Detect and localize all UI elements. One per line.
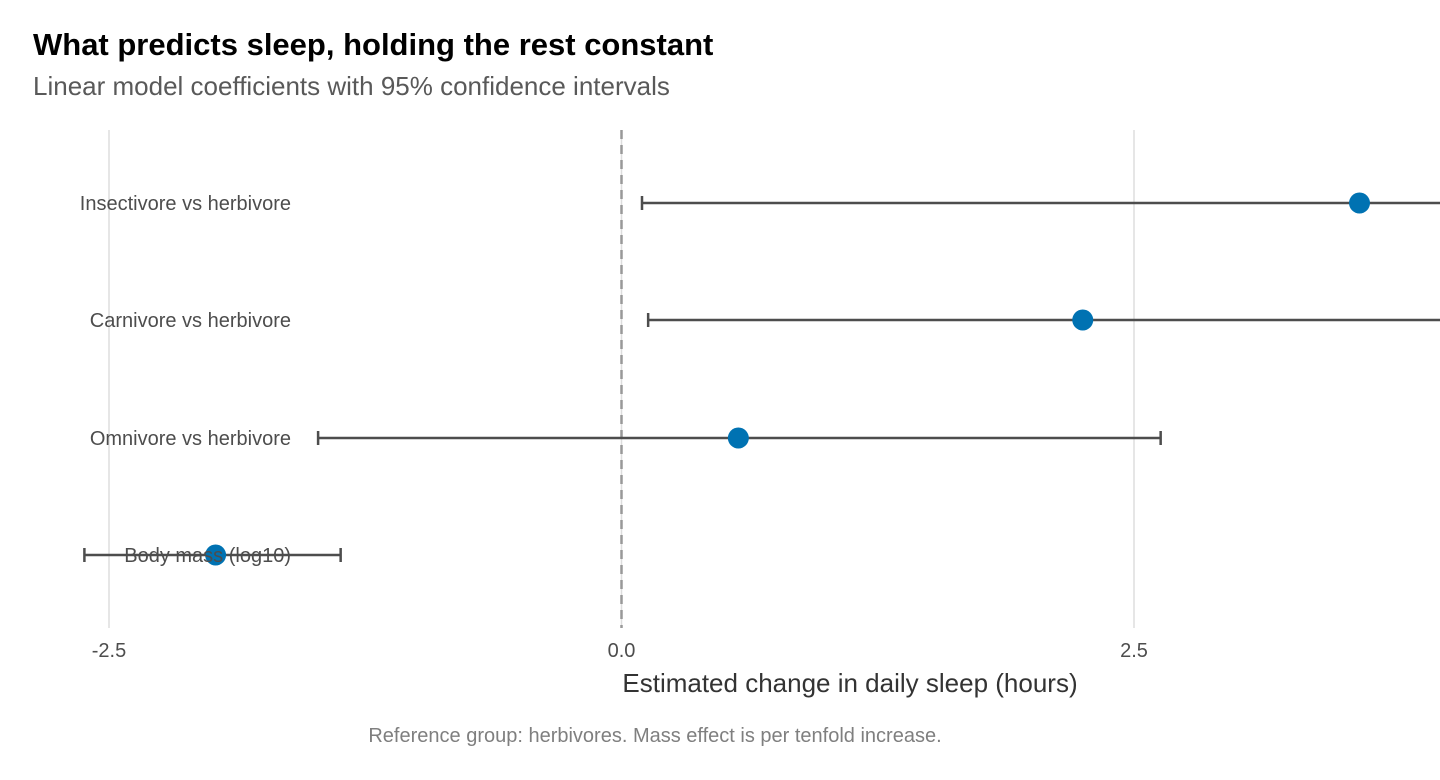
y-category-label: Body mass (log10) [124,545,291,567]
y-category-label: Insectivore vs herbivore [80,193,291,215]
coefficient-row [640,192,1440,214]
coefficient-row [646,309,1440,331]
x-tick-label: 0.0 [608,640,636,662]
chart-subtitle: Linear model coefficients with 95% confi… [33,71,670,101]
chart-caption: Reference group: herbivores. Mass effect… [368,725,941,747]
coefficient-row [83,544,342,566]
x-tick-label: -2.5 [92,640,126,662]
estimate-point [205,544,227,566]
estimate-point [1349,192,1370,214]
coefficient-marks [83,192,1440,566]
estimate-point [727,427,749,449]
gridlines [108,130,1135,628]
x-axis-label: Estimated change in daily sleep (hours) [622,668,1077,698]
chart-title: What predicts sleep, holding the rest co… [33,27,714,62]
estimate-point [1072,309,1094,331]
x-tick-label: 2.5 [1120,640,1148,662]
y-category-label: Carnivore vs herbivore [90,310,291,332]
coefficient-row [316,427,1162,449]
y-axis-labels: Insectivore vs herbivore Carnivore vs her… [80,193,291,567]
y-category-label: Omnivore vs herbivore [90,428,291,450]
x-axis-ticks: -2.50.02.55.07.5 [92,640,1148,662]
